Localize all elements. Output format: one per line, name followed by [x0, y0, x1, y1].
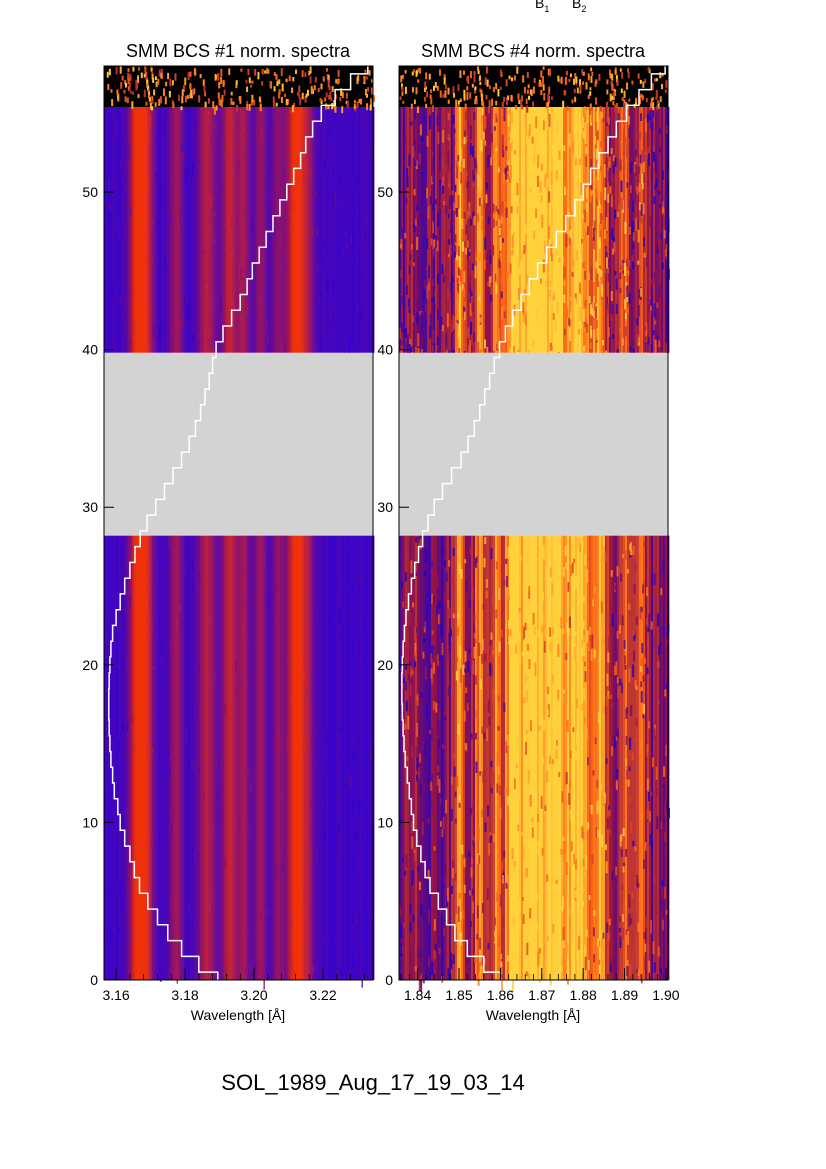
header-label-b2: B2: [572, 0, 586, 14]
y-tick-label: 20: [82, 657, 98, 673]
x-tick-label: 1.85: [445, 987, 472, 1003]
y-tick-label: 40: [377, 342, 393, 358]
y-tick-label: 40: [82, 342, 98, 358]
y-tick-label: 10: [82, 814, 98, 830]
y-tick-label: 30: [377, 499, 393, 515]
chart-title: SMM BCS #4 norm. spectra: [421, 41, 646, 61]
y-tick-label: 0: [90, 972, 98, 988]
x-tick-label: 1.86: [487, 987, 514, 1003]
y-tick-label: 50: [377, 184, 393, 200]
header-labels: B1 B2: [535, 0, 586, 14]
y-tick-label: 0: [385, 972, 393, 988]
x-tick-label: 1.88: [570, 987, 597, 1003]
plot-frame: [103, 65, 374, 981]
trace-line: [108, 66, 369, 980]
y-tick-label: 20: [377, 657, 393, 673]
x-tick-label: 3.18: [171, 987, 198, 1003]
header-label-b1: B1: [535, 0, 549, 14]
x-tick-label: 3.22: [309, 987, 336, 1003]
trace-line: [401, 66, 666, 980]
x-tick-label: 3.20: [240, 987, 267, 1003]
spectra-heatmap: [399, 66, 670, 993]
x-tick-label: 1.87: [528, 987, 555, 1003]
panel-bcs1: SMM BCS #1 norm. spectra 3.16 3.18 3.20 3.2…: [82, 41, 375, 1023]
x-axis-label: Wavelength [Å]: [191, 1007, 285, 1023]
figure-footer-title: SOL_1989_Aug_17_19_03_14: [221, 1070, 524, 1095]
y-tick-label: 30: [82, 499, 98, 515]
panel-bcs4: SMM BCS #4 norm. spectra 1.84 1.85 1.86 1.8…: [377, 41, 679, 1023]
x-tick-label: 1.84: [404, 987, 431, 1003]
chart-title: SMM BCS #1 norm. spectra: [126, 41, 351, 61]
y-tick-label: 50: [82, 184, 98, 200]
y-tick-label: 10: [377, 814, 393, 830]
data-gap: [399, 352, 668, 536]
x-tick-label: 1.90: [652, 987, 679, 1003]
x-axis-label: Wavelength [Å]: [486, 1007, 580, 1023]
x-tick-label: 3.16: [102, 987, 129, 1003]
data-gap: [104, 352, 373, 536]
spectra-heatmap: [104, 66, 375, 990]
x-tick-label: 1.89: [611, 987, 638, 1003]
